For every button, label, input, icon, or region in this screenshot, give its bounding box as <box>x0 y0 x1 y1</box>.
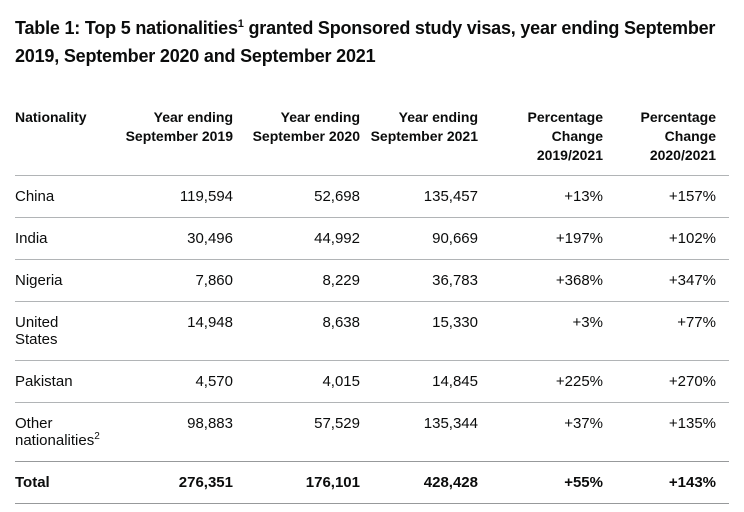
table-row-india: India 30,496 44,992 90,669 +197% +102% <box>15 217 729 260</box>
title-footnote-marker-1: 1 <box>237 18 244 30</box>
value-cell: 44,992 <box>233 217 360 260</box>
nationality-cell: Nigeria <box>15 259 107 302</box>
value-cell: +135% <box>603 402 729 462</box>
total-value-cell: +55% <box>478 461 603 504</box>
col-header-year-ending-2021: Year ending September 2021 <box>360 104 478 176</box>
nationality-cell: India <box>15 217 107 260</box>
value-cell: +37% <box>478 402 603 462</box>
value-cell: 8,638 <box>233 301 360 361</box>
value-cell: +13% <box>478 175 603 218</box>
value-cell: 36,783 <box>360 259 478 302</box>
nationality-label: United <box>15 314 59 331</box>
value-cell: 135,344 <box>360 402 478 462</box>
header-line: Year ending <box>280 109 360 125</box>
nationality-label: India <box>15 230 48 247</box>
value-cell: +270% <box>603 360 729 403</box>
value-cell: +102% <box>603 217 729 260</box>
header-line: Change <box>551 128 603 144</box>
total-row: Total 276,351 176,101 428,428 +55% +143% <box>15 461 729 504</box>
total-value-cell: 276,351 <box>107 461 233 504</box>
total-value-cell: 176,101 <box>233 461 360 504</box>
table-row-pakistan: Pakistan 4,570 4,015 14,845 +225% +270% <box>15 360 729 403</box>
header-row: Nationality Year ending September 2019 Y… <box>15 104 729 176</box>
title-text-continued: granted Sponsored study visas, year endi… <box>15 18 716 66</box>
nationality-cell: Other nationalities2 <box>15 402 107 462</box>
header-line: Nationality <box>15 109 87 125</box>
nationality-label: Other <box>15 415 53 432</box>
value-cell: 14,845 <box>360 360 478 403</box>
col-header-pct-change-2019-2021: Percentage Change 2019/2021 <box>478 104 603 176</box>
nationality-cell: Pakistan <box>15 360 107 403</box>
value-cell: 90,669 <box>360 217 478 260</box>
nationality-label: Nigeria <box>15 272 63 289</box>
value-cell: 119,594 <box>107 175 233 218</box>
header-line: September 2019 <box>125 128 233 144</box>
nationality-label: China <box>15 188 55 205</box>
col-header-year-ending-2020: Year ending September 2020 <box>233 104 360 176</box>
value-cell: +197% <box>478 217 603 260</box>
header-line: Percentage <box>527 109 603 125</box>
header-line: Percentage <box>640 109 716 125</box>
value-cell: 4,015 <box>233 360 360 403</box>
value-cell: +368% <box>478 259 603 302</box>
footnote-marker-2: 2 <box>94 431 100 442</box>
value-cell: 98,883 <box>107 402 233 462</box>
value-cell: +77% <box>603 301 729 361</box>
value-cell: 15,330 <box>360 301 478 361</box>
nationality-label: nationalities2 <box>15 431 107 450</box>
value-cell: 7,860 <box>107 259 233 302</box>
study-visas-table: Nationality Year ending September 2019 Y… <box>15 104 729 504</box>
nationality-label-text: nationalities <box>15 432 95 449</box>
value-cell: 57,529 <box>233 402 360 462</box>
table-row-united-states: United States 14,948 8,638 15,330 +3% +7… <box>15 301 729 361</box>
header-line: September 2021 <box>370 128 478 144</box>
value-cell: +225% <box>478 360 603 403</box>
value-cell: +3% <box>478 301 603 361</box>
col-header-year-ending-2019: Year ending September 2019 <box>107 104 233 176</box>
table-row-nigeria: Nigeria 7,860 8,229 36,783 +368% +347% <box>15 259 729 302</box>
table-row-china: China 119,594 52,698 135,457 +13% +157% <box>15 175 729 218</box>
col-header-nationality: Nationality <box>15 104 107 176</box>
page-title: Table 1: Top 5 nationalities1 granted Sp… <box>15 14 729 70</box>
total-value-cell: +143% <box>603 461 729 504</box>
value-cell: +157% <box>603 175 729 218</box>
header-line: September 2020 <box>252 128 360 144</box>
value-cell: 4,570 <box>107 360 233 403</box>
header-line: 2020/2021 <box>649 147 716 163</box>
value-cell: 135,457 <box>360 175 478 218</box>
header-line: 2019/2021 <box>536 147 603 163</box>
value-cell: 52,698 <box>233 175 360 218</box>
value-cell: 30,496 <box>107 217 233 260</box>
header-line: Year ending <box>153 109 233 125</box>
nationality-cell: China <box>15 175 107 218</box>
nationality-label: Pakistan <box>15 373 73 390</box>
value-cell: 8,229 <box>233 259 360 302</box>
value-cell: 14,948 <box>107 301 233 361</box>
total-label-cell: Total <box>15 461 107 504</box>
header-line: Year ending <box>398 109 478 125</box>
title-text: Table 1: Top 5 nationalities <box>15 18 238 38</box>
col-header-pct-change-2020-2021: Percentage Change 2020/2021 <box>603 104 729 176</box>
total-value-cell: 428,428 <box>360 461 478 504</box>
value-cell: +347% <box>603 259 729 302</box>
nationality-cell: United States <box>15 301 107 361</box>
table-row-other-nationalities: Other nationalities2 98,883 57,529 135,3… <box>15 402 729 462</box>
nationality-label: States <box>15 331 58 348</box>
header-line: Change <box>664 128 716 144</box>
